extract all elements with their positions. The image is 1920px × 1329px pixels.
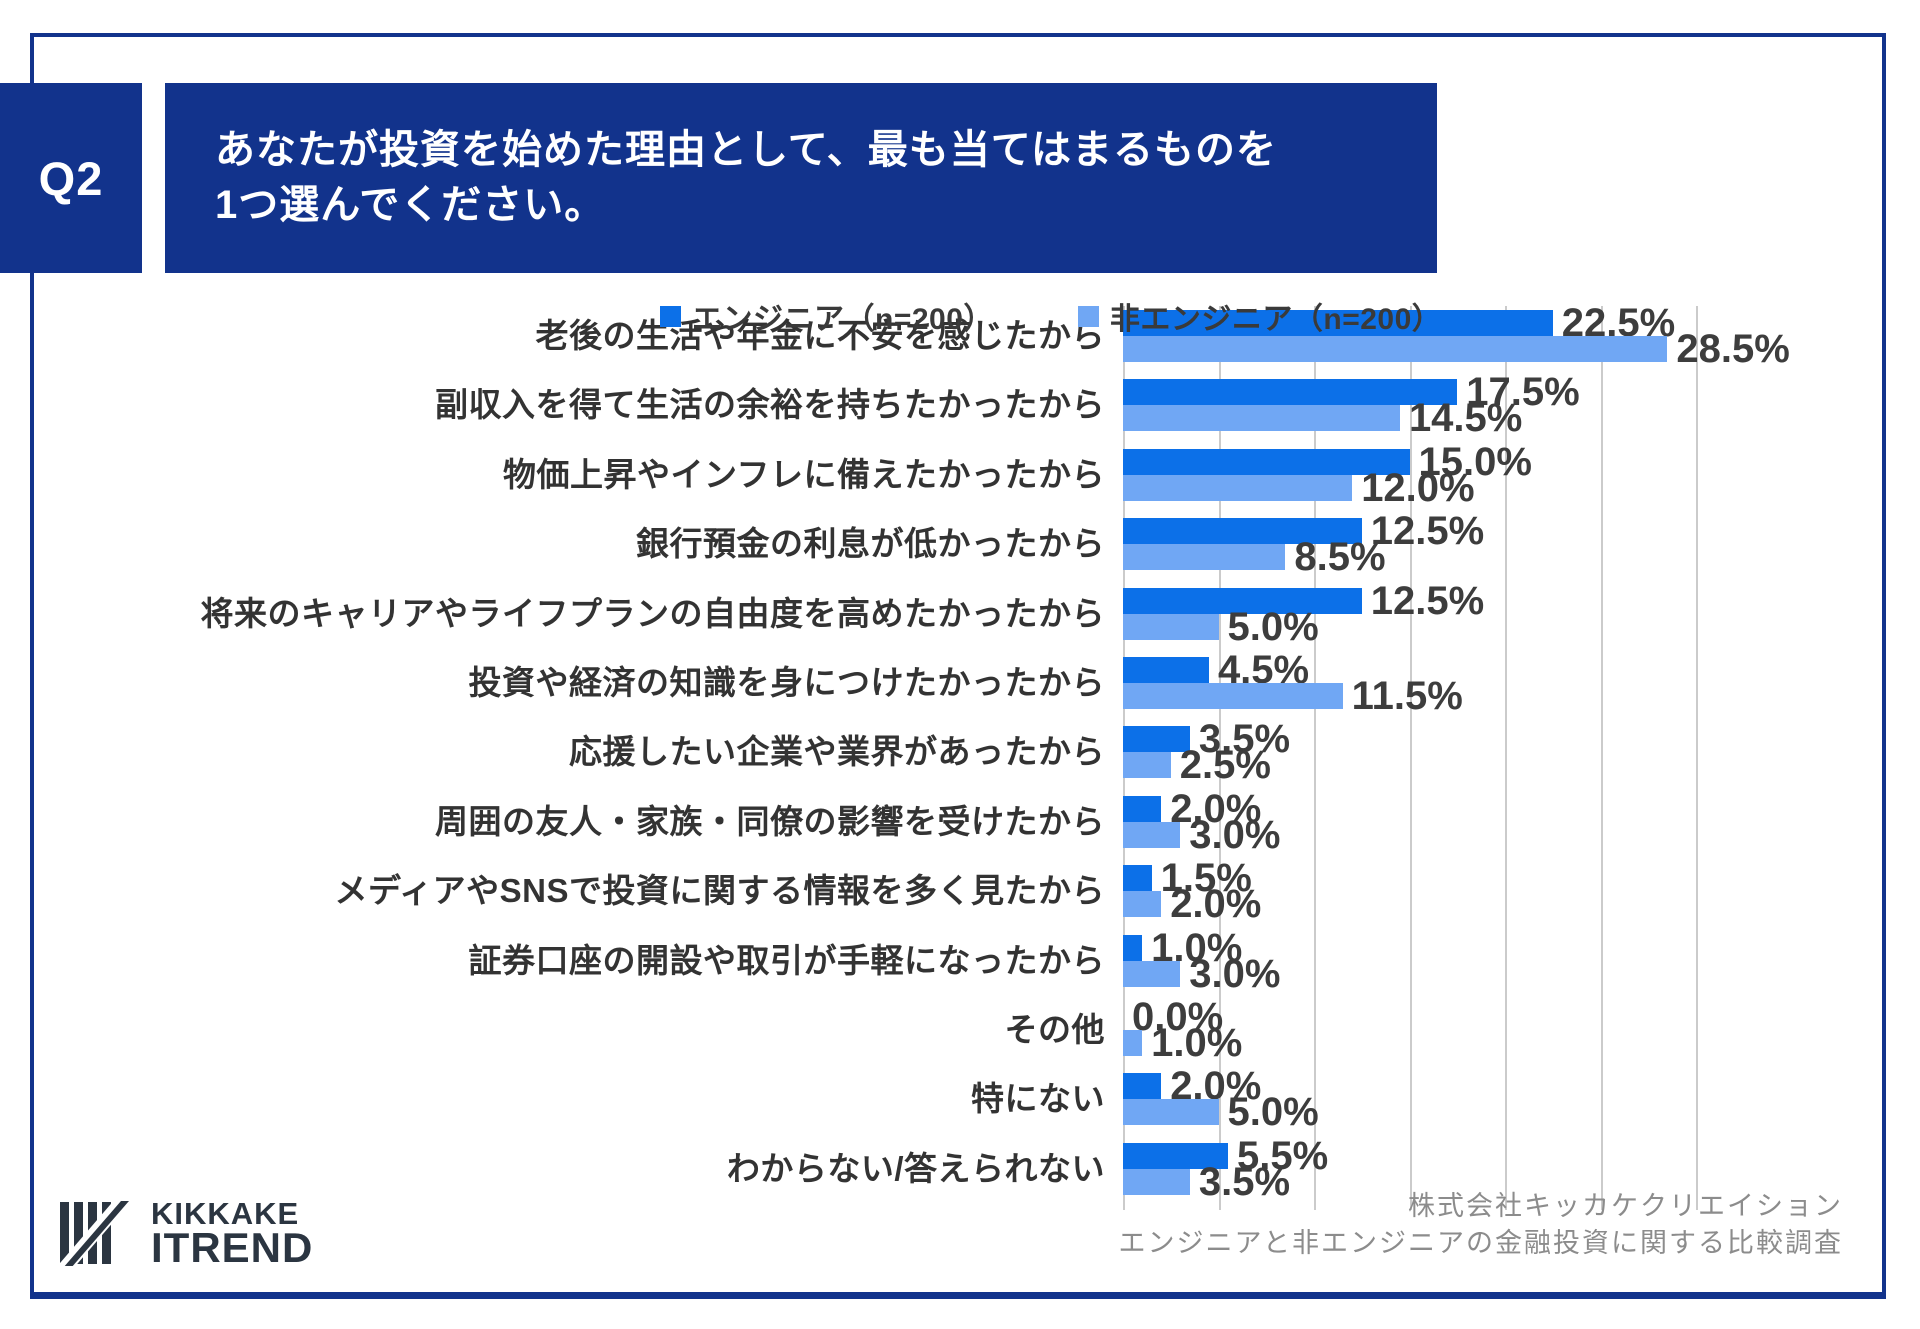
value-label-engineer: 3.5% xyxy=(1198,717,1291,762)
bar-non-engineer xyxy=(1123,336,1668,362)
value-label-non-engineer: 11.5% xyxy=(1351,674,1463,718)
bar-engineer xyxy=(1123,518,1362,545)
bar-non-engineer xyxy=(1123,474,1353,501)
bar-engineer xyxy=(1123,726,1190,753)
value-label-non-engineer: 2.5% xyxy=(1179,743,1271,788)
bar-engineer xyxy=(1123,310,1553,336)
bar-engineer xyxy=(1123,587,1362,614)
question-title-line1: あなたが投資を始めた理由として、最も当てはまるものを xyxy=(215,127,1277,172)
bar-engineer xyxy=(1123,1073,1162,1100)
bar-engineer xyxy=(1123,865,1152,892)
bar-engineer xyxy=(1123,795,1162,822)
category-label: 副収入を得て生活の余裕を持ちたかったから xyxy=(435,386,1105,424)
bar-engineer xyxy=(1123,934,1143,961)
bar-non-engineer xyxy=(1123,613,1219,640)
bar-non-engineer xyxy=(1123,1099,1219,1126)
gridline-30pct xyxy=(1696,306,1698,1210)
value-label-non-engineer: 2.0% xyxy=(1170,882,1262,927)
bar-non-engineer xyxy=(1123,1030,1143,1056)
legend-item-engineer: エンジニア（n=200） xyxy=(660,294,994,338)
category-label: 銀行預金の利息が低かったから xyxy=(636,525,1105,563)
value-label-engineer: 15.0% xyxy=(1418,439,1532,484)
value-label-non-engineer: 3.0% xyxy=(1189,951,1281,996)
value-label-non-engineer: 3.0% xyxy=(1189,812,1281,857)
value-label-engineer: 17.5% xyxy=(1466,370,1580,415)
category-label: 老後の生活や年金に不安を感じたから xyxy=(535,317,1105,354)
bar-non-engineer xyxy=(1123,683,1343,709)
footer-logo-text: KIKKAKE ITREND xyxy=(151,1196,314,1271)
question-title-line2: 1つ選んでください。 xyxy=(215,183,606,227)
gridline-20pct xyxy=(1505,306,1507,1210)
footer-credit: 株式会社キッカケクリエイション エンジニアと非エンジニアの金融投資に関する比較調… xyxy=(1119,1188,1843,1262)
category-label: 周囲の友人・家族・同僚の影響を受けたから xyxy=(435,802,1105,840)
chart-legend: エンジニア（n=200） 非エンジニア（n=200） xyxy=(660,294,1442,338)
category-label: その他 xyxy=(1004,1011,1105,1048)
value-label-engineer: 0.0% xyxy=(1132,995,1224,1039)
footer-credit-line2: エンジニアと非エンジニアの金融投資に関する比較調査 xyxy=(1118,1228,1843,1258)
bar-non-engineer xyxy=(1123,821,1181,848)
gridline-15pct xyxy=(1409,306,1412,1210)
value-label-non-engineer: 14.5% xyxy=(1408,396,1523,441)
bar-non-engineer xyxy=(1123,405,1400,432)
category-label: 特にない xyxy=(971,1080,1105,1118)
value-label-non-engineer: 5.0% xyxy=(1227,1090,1319,1135)
bar-engineer xyxy=(1123,1142,1229,1169)
bar-engineer xyxy=(1123,379,1458,406)
category-label: わからない/答えられない xyxy=(726,1149,1105,1187)
category-label: 投資や経済の知識を身につけたかったから xyxy=(468,664,1105,701)
legend-swatch-engineer-icon xyxy=(660,305,681,327)
slide-border-frame xyxy=(30,33,1886,1299)
bar-non-engineer xyxy=(1123,960,1181,987)
value-label-engineer: 5.5% xyxy=(1237,1133,1329,1178)
logo-line1: KIKKAKE xyxy=(151,1196,300,1231)
value-label-engineer: 12.5% xyxy=(1370,509,1485,554)
value-label-engineer: 1.5% xyxy=(1160,856,1252,901)
question-header-bar: あなたが投資を始めた理由として、最も当てはまるものを 1つ選んでください。 xyxy=(165,83,1437,273)
gridline-25pct xyxy=(1600,306,1603,1210)
legend-swatch-non-engineer-icon xyxy=(1077,305,1099,327)
value-label-non-engineer: 12.0% xyxy=(1361,465,1475,510)
question-title: あなたが投資を始めた理由として、最も当てはまるものを 1つ選んでください。 xyxy=(165,123,1277,233)
footer-logo: KIKKAKE ITREND xyxy=(58,1196,314,1271)
value-label-non-engineer: 28.5% xyxy=(1676,327,1790,371)
logo-line2: ITREND xyxy=(151,1224,314,1271)
question-number: Q2 xyxy=(38,151,104,205)
gridline-10pct xyxy=(1314,306,1316,1210)
question-number-box: Q2 xyxy=(0,83,142,273)
kikkake-logo-icon xyxy=(58,1199,133,1266)
footer-credit-line1: 株式会社キッカケクリエイション xyxy=(1408,1191,1843,1221)
category-label: 物価上昇やインフレに備えたかったから xyxy=(502,455,1105,493)
value-label-non-engineer: 1.0% xyxy=(1151,1021,1243,1065)
category-label: メディアやSNSで投資に関する情報を多く見たから xyxy=(334,872,1105,910)
legend-item-non-engineer: 非エンジニア（n=200） xyxy=(1077,294,1443,338)
category-label: 応援したい企業や業界があったから xyxy=(569,733,1105,771)
value-label-non-engineer: 3.5% xyxy=(1198,1159,1291,1204)
value-label-engineer: 12.5% xyxy=(1370,578,1485,623)
bar-engineer xyxy=(1123,657,1209,683)
bar-non-engineer xyxy=(1123,1168,1190,1195)
legend-label-non-engineer: 非エンジニア（n=200） xyxy=(1109,303,1443,336)
category-label: 将来のキャリアやライフプランの自由度を高めたかったから xyxy=(200,594,1105,632)
bar-engineer xyxy=(1123,448,1410,475)
gridline-5pct xyxy=(1218,306,1221,1210)
value-label-engineer: 2.0% xyxy=(1170,786,1262,831)
value-label-non-engineer: 5.0% xyxy=(1227,604,1319,649)
bar-non-engineer xyxy=(1123,752,1171,779)
category-label: 証券口座の開設や取引が手軽になったから xyxy=(468,941,1105,979)
legend-label-engineer: エンジニア（n=200） xyxy=(692,303,994,336)
value-label-non-engineer: 8.5% xyxy=(1294,535,1386,580)
bar-non-engineer xyxy=(1123,544,1286,571)
bar-non-engineer xyxy=(1123,891,1162,918)
